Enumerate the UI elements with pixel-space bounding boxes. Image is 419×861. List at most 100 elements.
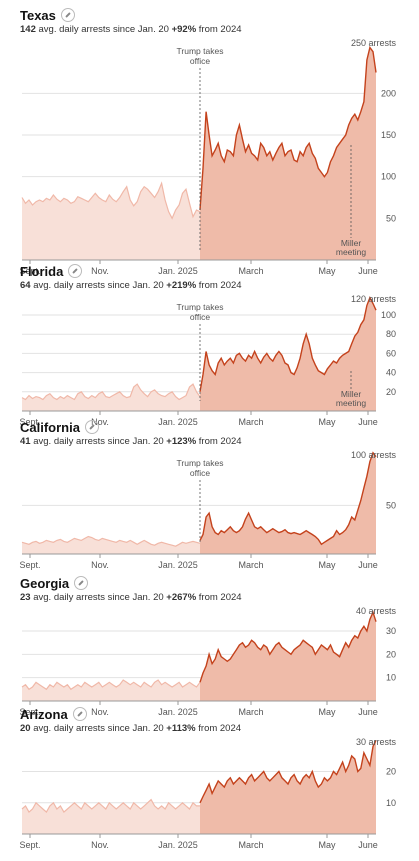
miller-annotation-text: Miller [341,389,361,399]
state-stats: 41 avg. daily arrests since Jan. 20 +123… [20,436,242,447]
x-tick-label: June [358,707,378,717]
post-inauguration-area [200,47,376,260]
x-tick-label: Nov. [91,560,109,570]
pct-suffix: from 2024 [196,280,242,291]
x-tick-label: Nov. [91,707,109,717]
pct-suffix: from 2024 [195,723,242,734]
top-value-label: 40 arrests [356,606,397,616]
x-tick-label: May [318,266,336,276]
pre-2025-line [21,798,200,814]
state-name: Georgia [20,575,70,591]
chart-florida: 20 40 60 80 100 Sept. Nov. Jan. 2025 March May Jun… [19,294,396,427]
state-stats: 23 avg. daily arrests since Jan. 20 +267… [20,592,242,603]
post-inauguration-area [200,612,376,701]
pct-suffix: from 2024 [196,592,242,603]
state-name: Texas [20,7,56,23]
avg-value: 142 [20,24,36,35]
y-tick-label: 100 [381,310,396,320]
top-value-label: 250 arrests [351,38,397,48]
pct-change: +123% [166,436,197,447]
pct-change: +267% [166,592,197,603]
link-icon[interactable] [84,420,99,434]
y-tick-label: 10 [386,673,396,683]
x-tick-label: Sept. [19,266,40,276]
avg-label: avg. daily arrests since Jan. 20 [30,592,167,603]
y-tick-label: 20 [386,387,396,397]
chart-arizona: 10 20 Sept. Nov. Jan. 2025 March May June 30 arr… [19,737,397,850]
pre-2025-line [21,535,201,547]
avg-value: 23 [20,592,31,603]
state-header: California [20,419,99,435]
link-icon[interactable] [68,264,83,278]
state-name: California [20,419,80,435]
post-inauguration-line [199,610,377,683]
pre-2025-line [21,679,201,691]
x-tick-label: March [238,266,263,276]
state-header: Texas [20,7,75,23]
x-tick-label: March [238,840,263,850]
post-inauguration-line [199,45,377,211]
y-tick-label: 20 [386,767,396,777]
x-tick-label: Sept. [19,417,40,427]
pct-change: +113% [166,723,196,734]
x-tick-label: March [238,707,263,717]
panel-georgia: Georgia 23 avg. daily arrests since Jan. … [0,575,419,728]
x-tick-label: Jan. 2025 [158,840,198,850]
top-value-label: 30 arrests [356,737,397,747]
y-tick-label: 10 [386,798,396,808]
x-tick-label: Nov. [91,266,109,276]
x-tick-label: May [318,707,336,717]
avg-label: avg. daily arrests since Jan. 20 [30,436,167,447]
state-stats: 64 avg. daily arrests since Jan. 20 +219… [20,280,242,291]
panel-arizona: Arizona 20 avg. daily arrests since Jan. … [0,706,419,861]
pct-suffix: from 2024 [196,24,242,35]
panel-florida: Florida 64 avg. daily arrests since Jan. … [0,263,419,438]
y-tick-label: 50 [386,500,396,510]
pct-change: +92% [171,24,197,35]
panel-california: California 41 avg. daily arrests since Ja… [0,419,419,581]
pre-2025-area [22,680,200,701]
pct-suffix: from 2024 [196,436,242,447]
y-tick-label: 30 [386,626,396,636]
y-tick-label: 100 [381,172,396,182]
trump-annotation-text: office [190,468,210,478]
y-tick-label: 60 [386,348,396,358]
avg-value: 41 [20,436,31,447]
avg-label: avg. daily arrests since Jan. 20 [35,24,172,35]
miller-annotation-text: Miller [341,238,361,248]
state-name: Arizona [20,706,68,722]
avg-label: avg. daily arrests since Jan. 20 [30,280,167,291]
link-icon[interactable] [60,8,75,22]
x-tick-label: March [238,560,263,570]
x-tick-label: June [358,840,378,850]
y-tick-label: 40 [386,368,396,378]
avg-value: 64 [20,280,31,291]
chart-california: 50 Sept. Nov. Jan. 2025 March May June 100 arre… [19,450,396,570]
pre-2025-area [22,384,200,411]
y-tick-label: 50 [386,213,396,223]
link-icon[interactable] [72,707,87,721]
pre-2025-area [22,183,200,260]
y-tick-label: 80 [386,329,396,339]
trump-annotation-text: office [190,312,210,322]
miller-annotation-text: meeting [336,247,367,257]
x-tick-label: Jan. 2025 [158,560,198,570]
pre-2025-area [22,536,200,554]
post-inauguration-line [199,296,377,392]
x-tick-label: May [318,840,336,850]
trump-annotation-text: Trump takes [177,302,224,312]
state-stats: 20 avg. daily arrests since Jan. 20 +113… [20,723,241,734]
miller-annotation-text: meeting [336,398,367,408]
trump-annotation-text: Trump takes [177,46,224,56]
post-inauguration-line [199,451,377,546]
x-tick-label: March [238,417,263,427]
link-icon[interactable] [74,576,89,590]
pre-2025-line [21,181,201,220]
post-inauguration-line [199,739,377,804]
x-tick-label: Sept. [19,840,40,850]
chart-texas: 50 100 150 200 Sept. Nov. Jan. 2025 March May Jun… [19,38,397,276]
x-tick-label: May [318,417,336,427]
x-tick-label: Jan. 2025 [158,266,198,276]
panel-texas: Texas 142 avg. daily arrests since Jan. 2… [0,7,419,287]
chart-georgia: 10 20 30 Sept. Nov. Jan. 2025 March May June 40 a… [19,606,397,717]
